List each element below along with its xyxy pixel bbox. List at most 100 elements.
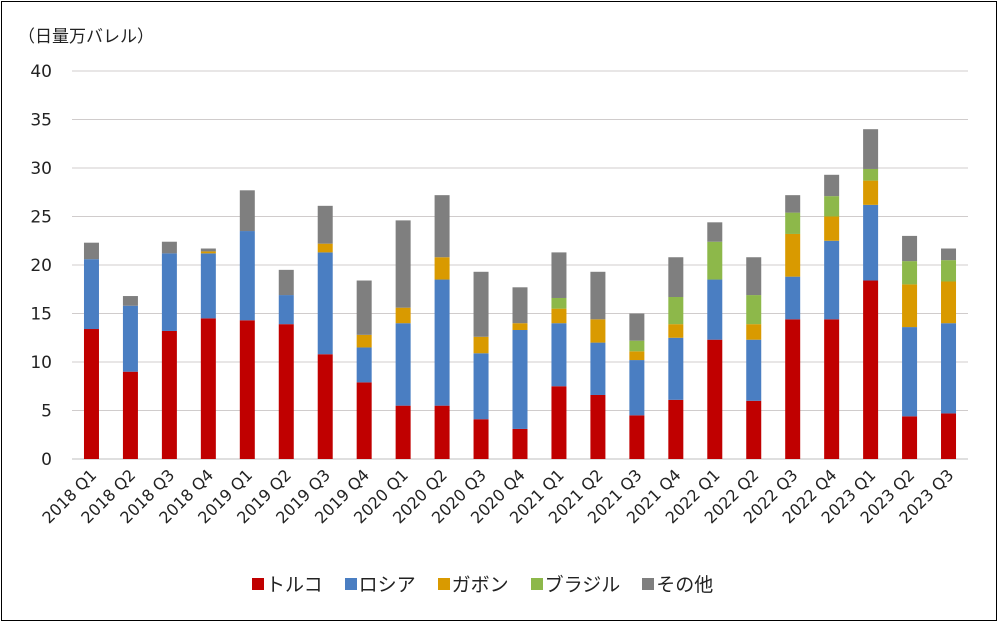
bar-segment-ブラジル [668, 297, 684, 325]
bar-segment-その他 [239, 190, 255, 232]
bar-segment-トルコ [512, 428, 528, 459]
bar-segment-トルコ [824, 319, 840, 459]
bar-segment-トルコ [356, 382, 372, 459]
bar-segment-トルコ [200, 318, 216, 459]
y-tick-labels: 0 5 10 15 20 25 30 35 40 [30, 62, 52, 470]
bar-segment-ロシア [668, 337, 684, 400]
y-tick-label: 0 [41, 450, 52, 470]
y-tick-label: 20 [30, 256, 52, 276]
bar-segment-その他 [317, 205, 333, 244]
bar-segment-その他 [668, 257, 684, 298]
legend-swatch [642, 577, 655, 590]
bar-segment-ブラジル [551, 297, 567, 309]
y-tick-label: 10 [30, 353, 52, 373]
bar-segment-トルコ [941, 413, 957, 459]
legend-item: トルコ [252, 570, 323, 597]
bar-segment-その他 [785, 195, 801, 213]
bar-segment-ロシア [902, 327, 918, 417]
bar-segment-ブラジル [902, 261, 918, 285]
legend: トルコ ロシア ガボン ブラジル その他 [252, 570, 713, 597]
bar-segment-ガボン [200, 251, 216, 254]
bar-segment-その他 [473, 271, 489, 337]
bar-segment-ガボン [590, 319, 606, 343]
bar-segment-その他 [902, 235, 918, 262]
bar-segment-その他 [83, 242, 99, 260]
bar-segment-ブラジル [941, 260, 957, 282]
bar-segment-ロシア [122, 305, 138, 372]
bar-segment-トルコ [239, 320, 255, 459]
bar-segment-その他 [395, 220, 411, 308]
legend-label: トルコ [266, 574, 323, 596]
bar-segment-トルコ [863, 280, 879, 459]
y-tick-label: 5 [41, 402, 52, 422]
bar-segment-その他 [707, 222, 723, 242]
bar-segment-トルコ [707, 339, 723, 459]
legend-item: ロシア [344, 570, 416, 597]
bar-segment-ガボン [668, 324, 684, 338]
bar-segment-トルコ [317, 354, 333, 459]
bar-segment-ロシア [785, 276, 801, 320]
bar-segment-ロシア [83, 259, 99, 330]
bar-segment-ガボン [551, 308, 567, 324]
legend-item: ブラジル [530, 570, 620, 597]
bar-segment-トルコ [278, 324, 294, 459]
y-axis-unit-label: （日量万バレル） [18, 27, 154, 47]
bar-segment-ロシア [824, 240, 840, 320]
bar-segment-ガボン [941, 281, 957, 324]
legend-label: ロシア [358, 574, 416, 596]
bar-segment-ガボン [317, 243, 333, 253]
bar-segment-ガボン [395, 307, 411, 324]
bar-segment-ガボン [434, 257, 450, 280]
bar-segment-ロシア [200, 253, 216, 319]
bar-segment-ガボン [746, 324, 762, 340]
bars [83, 129, 957, 459]
y-tick-label: 30 [30, 159, 52, 179]
bar-segment-その他 [161, 241, 177, 254]
bar-segment-トルコ [83, 329, 99, 459]
bar-segment-ガボン [356, 334, 372, 348]
bar-segment-ロシア [863, 204, 879, 281]
y-tick-label: 15 [30, 305, 52, 325]
bar-segment-ブラジル [707, 241, 723, 280]
bar-segment-トルコ [590, 394, 606, 459]
bar-segment-ロシア [629, 360, 645, 416]
y-tick-label: 25 [30, 208, 52, 228]
y-tick-label: 40 [30, 62, 52, 82]
bar-segment-その他 [629, 313, 645, 341]
bar-segment-その他 [356, 280, 372, 335]
bar-segment-その他 [863, 129, 879, 169]
bar-segment-ブラジル [629, 340, 645, 352]
bar-segment-ロシア [551, 323, 567, 387]
bar-segment-トルコ [473, 419, 489, 459]
bar-segment-ロシア [941, 323, 957, 414]
bar-segment-ガボン [902, 284, 918, 328]
bar-segment-ブラジル [863, 168, 879, 181]
bar-segment-ガボン [473, 336, 489, 354]
bar-segment-トルコ [551, 386, 567, 459]
legend-label: その他 [656, 574, 714, 596]
bar-segment-その他 [824, 174, 840, 197]
bar-segment-ガボン [629, 351, 645, 361]
bar-segment-ロシア [395, 323, 411, 406]
bar-segment-トルコ [122, 371, 138, 459]
legend-swatch [437, 577, 450, 590]
bar-segment-ロシア [473, 353, 489, 420]
bar-segment-ブラジル [746, 295, 762, 325]
bar-segment-トルコ [902, 416, 918, 459]
bar-segment-その他 [200, 248, 216, 252]
bar-segment-ロシア [278, 295, 294, 325]
bar-segment-トルコ [668, 399, 684, 459]
bar-segment-その他 [746, 257, 762, 296]
bar-segment-その他 [434, 195, 450, 258]
bar-segment-ガボン [785, 233, 801, 277]
bar-segment-その他 [512, 287, 528, 324]
bar-segment-トルコ [395, 405, 411, 459]
bar-segment-その他 [551, 252, 567, 298]
bar-segment-ロシア [434, 279, 450, 406]
bar-segment-ロシア [707, 279, 723, 340]
bar-segment-ガボン [824, 216, 840, 241]
bar-segment-ブラジル [785, 212, 801, 234]
legend-swatch [252, 577, 264, 590]
bar-segment-トルコ [434, 405, 450, 459]
